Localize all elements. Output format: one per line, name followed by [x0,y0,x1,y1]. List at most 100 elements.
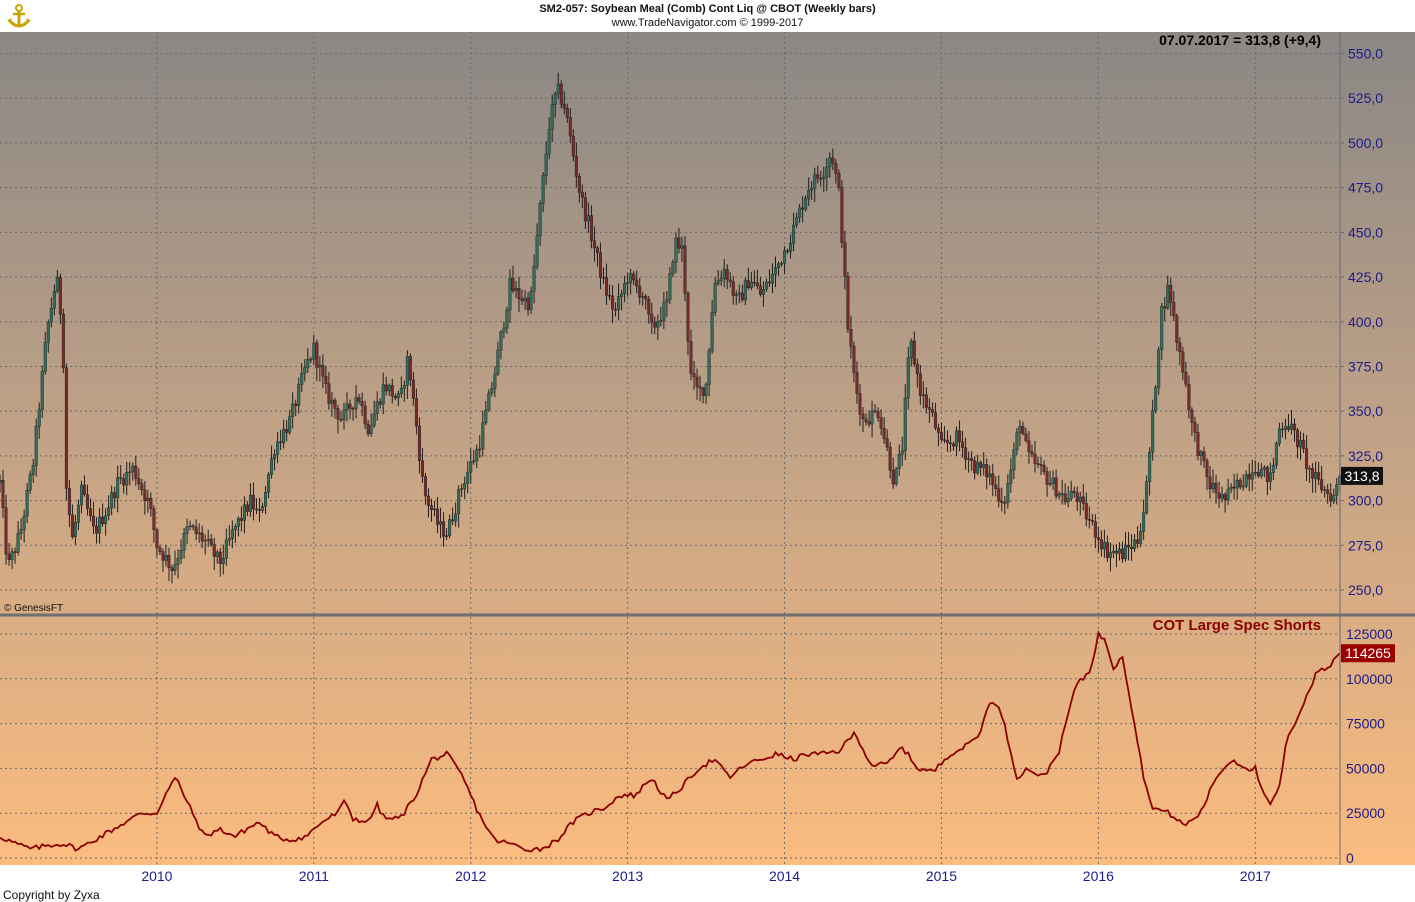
candle-body [436,508,440,525]
candle-body [167,555,171,568]
candle-body [538,203,542,236]
candle-body [1021,426,1025,434]
candle-body [251,494,255,510]
candle-body [267,474,271,493]
candle-body [1108,552,1112,558]
candle-body [728,279,732,282]
candle-body [1326,489,1330,494]
candle-body [58,276,62,315]
candle-body [200,532,204,542]
candle-body [746,280,750,288]
candle-body [1114,550,1118,554]
candle-body [1289,423,1293,430]
candle-body [665,299,669,304]
candle-body [1259,469,1263,477]
candle-body [1096,537,1100,540]
candle-body [1102,542,1106,550]
candle-body [846,276,850,330]
candle-body [834,163,838,174]
y-tick-label: 300,0 [1348,493,1383,509]
last-price-label: 313,8 [1344,468,1379,484]
last-indicator-label: 114265 [1345,645,1391,661]
candle-body [617,296,621,310]
candle-body [16,533,20,553]
candle-body [1060,493,1064,495]
candle-body [22,515,26,530]
candle-body [345,403,349,411]
candle-body [1268,472,1272,482]
candle-body [1190,409,1194,423]
candle-body [119,477,123,479]
candle-body [1154,387,1158,412]
candle-body [369,425,373,434]
candle-body [1015,432,1019,451]
candle-body [707,350,711,385]
candle-body [110,492,114,509]
candle-body [354,397,358,409]
candle-body [484,409,488,424]
candle-body [1105,542,1109,558]
candle-body [1292,423,1296,431]
candle-body [758,285,762,295]
candle-body [254,508,258,511]
candle-body [451,519,455,522]
candle-body [336,408,340,420]
candle-body [82,484,86,495]
candle-body [137,478,141,484]
candle-body [107,507,111,516]
candle-body [330,399,334,404]
candle-body [1009,469,1013,484]
candle-body [807,189,811,199]
candle-body [997,488,1001,502]
candle-body [641,296,645,298]
y-tick-label: 525,0 [1348,90,1383,106]
candle-body [318,364,322,368]
lower-y-tick-label: 50000 [1346,760,1385,776]
candle-body [357,397,361,402]
candle-body [37,409,41,427]
lower-y-tick-label: 25000 [1346,805,1385,821]
y-tick-label: 425,0 [1348,269,1383,285]
candle-body [955,430,959,447]
candle-body [1130,546,1134,550]
candle-body [131,465,135,473]
candle-body [173,564,177,571]
candle-body [1084,503,1088,520]
candle-body [445,535,449,537]
candle-body [1024,433,1028,441]
candle-body [164,555,168,561]
candle-body [342,409,346,421]
candle-body [34,426,38,466]
candle-body [629,273,633,284]
candle-body [801,207,805,210]
candle-body [1223,494,1227,501]
candle-body [152,508,156,531]
x-tick-label: 2011 [299,868,329,884]
candle-body [719,278,723,281]
candle-body [731,281,735,296]
candle-body [961,441,965,448]
candle-body [218,551,222,564]
x-axis-labels: 2010 2011 2012 2013 2014 2015 2016 2017 [141,868,1271,884]
candle-body [1217,492,1221,499]
candle-body [1030,451,1034,455]
candle-body [623,283,627,295]
candle-body [393,396,397,399]
candle-body [894,468,898,485]
candle-body [1296,429,1300,448]
candle-body [1181,351,1185,373]
candle-body [611,295,615,310]
candle-body [653,322,657,328]
candle-body [626,282,630,285]
candle-body [490,388,494,394]
candle-body [1145,481,1149,513]
candle-body [40,371,44,410]
candle-body [1226,488,1230,501]
candle-body [411,379,415,399]
candle-body [76,504,80,523]
candle-body [306,358,310,368]
candle-body [843,242,847,277]
candle-body [680,245,684,249]
candle-body [1033,453,1037,464]
